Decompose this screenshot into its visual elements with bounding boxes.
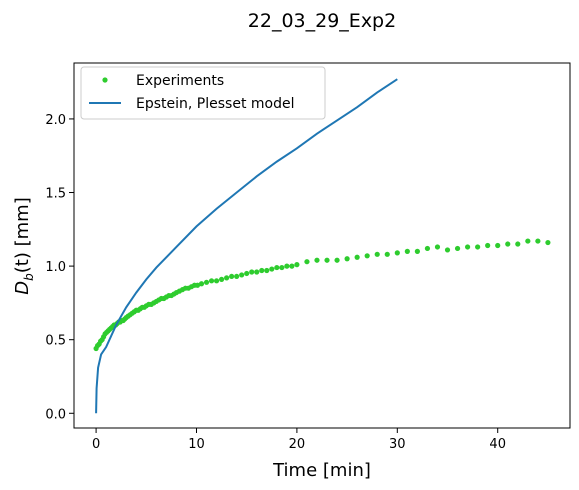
experiment-point [404, 248, 410, 254]
experiment-point [229, 273, 235, 280]
experiment-point [259, 267, 265, 274]
x-tick-label: 30 [389, 437, 406, 452]
y-tick-label: 0.5 [45, 334, 66, 349]
experiment-point [414, 248, 420, 254]
experiment-point [279, 264, 285, 271]
experiment-point [434, 244, 441, 250]
y-tick-label: 1.0 [45, 260, 66, 275]
y-tick-label: 0.0 [45, 407, 66, 422]
y-tick-label: 1.5 [45, 187, 66, 202]
experiment-point [274, 264, 280, 271]
x-axis-label: Time [min] [272, 460, 371, 481]
experiment-point [424, 245, 431, 252]
experiment-point [454, 245, 461, 252]
experiment-point [198, 281, 205, 287]
experiments-series [93, 238, 551, 352]
y-axis-ticks: 0.0 0.5 1.0 1.5 2.0 [45, 113, 74, 422]
y-axis-label-subscript: b [22, 273, 36, 281]
axes-frame [73, 62, 571, 429]
experiment-point [239, 272, 245, 278]
chart-title: 22_03_29_Exp2 [248, 10, 396, 32]
experiment-point [324, 257, 330, 263]
experiment-point [244, 270, 250, 277]
experiment-point [545, 239, 551, 246]
experiment-point [254, 269, 260, 275]
y-axis-label-main: D [12, 281, 33, 295]
legend: Experiments Epstein, Plesset model [80, 66, 326, 120]
experiment-point [525, 238, 531, 244]
experiment-point [334, 257, 340, 263]
y-axis-label: Db(t) [mm] [12, 197, 36, 294]
legend-label-experiments: Experiments [136, 73, 224, 89]
x-tick-label: 10 [188, 437, 205, 452]
experiment-point [535, 238, 541, 244]
experiment-point [384, 251, 390, 257]
experiment-point [304, 259, 310, 265]
legend-label-model: Epstein, Plesset model [136, 96, 294, 112]
experiment-point [374, 251, 380, 257]
experiment-point [344, 256, 350, 262]
experiment-point [234, 273, 240, 280]
legend-box [80, 66, 326, 120]
x-tick-label: 0 [92, 437, 100, 452]
experiment-point [444, 247, 451, 253]
experiment-point [394, 250, 400, 256]
experiment-point [464, 244, 471, 250]
experiment-point [505, 241, 511, 247]
x-tick-label: 20 [289, 437, 306, 452]
y-tick-label: 2.0 [45, 113, 66, 128]
experiment-point [495, 242, 501, 249]
y-axis-label-rest: (t) [mm] [12, 197, 33, 273]
experiment-point [364, 253, 370, 259]
experiment-point [208, 278, 215, 284]
experiment-point [354, 254, 360, 260]
experiment-point [213, 278, 220, 284]
experiment-point [249, 269, 255, 275]
experiment-point [515, 241, 521, 247]
experiment-point [264, 267, 270, 274]
plot-area [93, 78, 551, 414]
experiment-point [269, 266, 275, 272]
experiment-point [224, 275, 230, 281]
experiment-point [284, 263, 290, 269]
epstein-plesset-model-line [95, 78, 398, 414]
x-tick-label: 40 [489, 437, 506, 452]
experiment-point [294, 262, 300, 268]
experiment-point [194, 282, 201, 288]
experiment-point [203, 279, 210, 285]
experiment-point [289, 263, 295, 269]
experiment-point [218, 276, 225, 282]
legend-marker-experiments [102, 77, 108, 83]
experiment-point [314, 257, 320, 263]
experiment-point [485, 242, 491, 249]
experiment-point [475, 244, 481, 250]
x-axis-ticks: 0 10 20 30 40 [92, 428, 506, 452]
